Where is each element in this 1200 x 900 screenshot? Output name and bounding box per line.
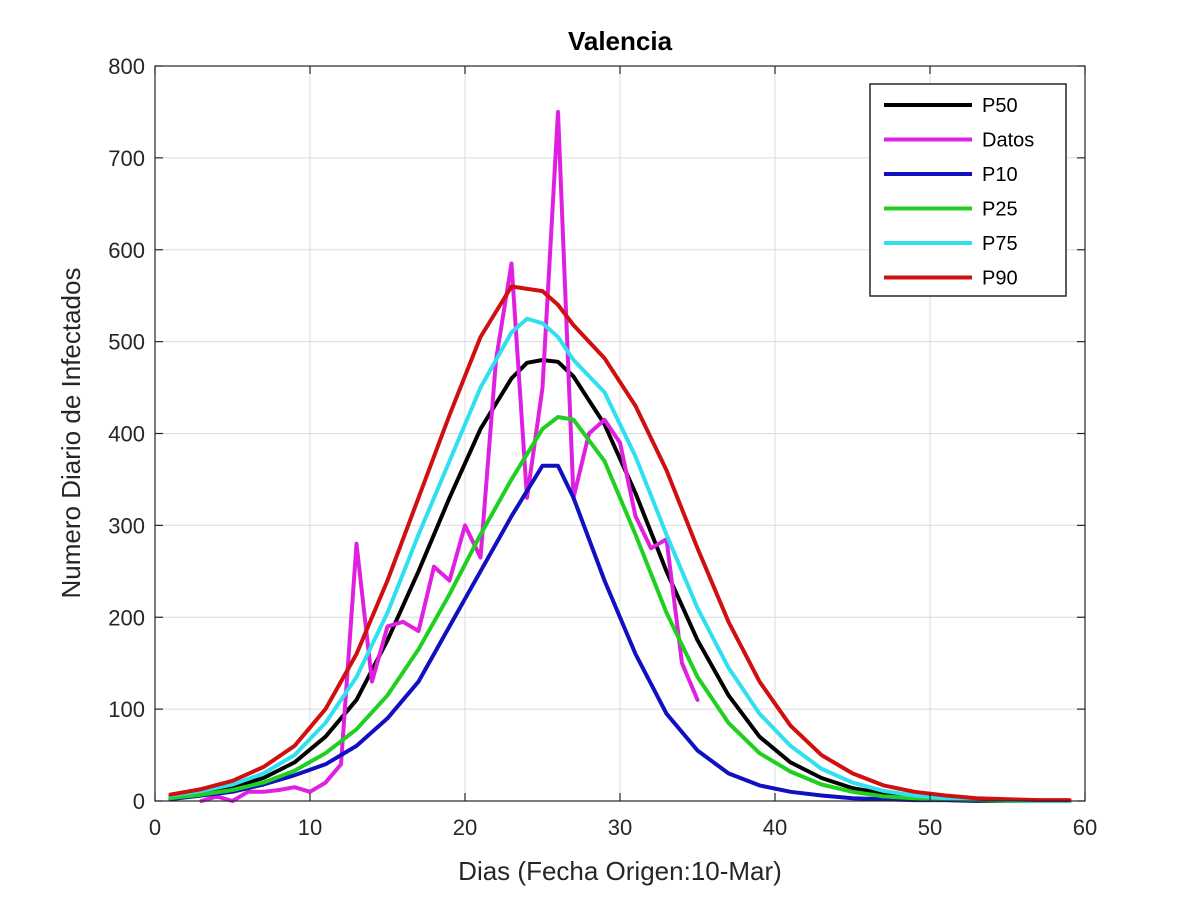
series-line-p75 bbox=[168, 316, 1072, 803]
x-tick-label: 10 bbox=[298, 815, 322, 840]
legend-box bbox=[869, 83, 1067, 297]
legend-label-p50: P50 bbox=[982, 95, 1018, 117]
y-tick-label: 200 bbox=[108, 605, 145, 630]
y-tick-label: 600 bbox=[108, 238, 145, 263]
series-layer bbox=[168, 109, 1072, 803]
y-tick-label: 100 bbox=[108, 697, 145, 722]
x-tick-label: 30 bbox=[608, 815, 632, 840]
chart-title: Valencia bbox=[568, 26, 673, 56]
y-axis-title: Numero Diario de Infectados bbox=[56, 268, 86, 599]
x-tick-label: 0 bbox=[149, 815, 161, 840]
series-line-datos bbox=[199, 109, 700, 803]
y-tick-label: 300 bbox=[108, 513, 145, 538]
legend-label-p25: P25 bbox=[982, 199, 1018, 221]
y-tick-label: 700 bbox=[108, 146, 145, 171]
x-tick-label: 40 bbox=[763, 815, 787, 840]
y-tick-label: 400 bbox=[108, 422, 145, 447]
legend-label-p75: P75 bbox=[982, 233, 1018, 255]
legend-label-datos: Datos bbox=[982, 130, 1034, 152]
series-line-p25 bbox=[168, 415, 1072, 803]
y-tick-label: 0 bbox=[133, 789, 145, 814]
y-tick-label: 800 bbox=[108, 54, 145, 79]
x-tick-label: 60 bbox=[1073, 815, 1097, 840]
x-axis-title: Dias (Fecha Origen:10-Mar) bbox=[458, 856, 782, 886]
legend: P50 Datos P10 P25 P75 P90 bbox=[869, 83, 1067, 297]
legend-label-p10: P10 bbox=[982, 164, 1018, 186]
y-tick-label: 500 bbox=[108, 330, 145, 355]
x-tick-label: 50 bbox=[918, 815, 942, 840]
x-tick-label: 20 bbox=[453, 815, 477, 840]
series-line-p90 bbox=[168, 284, 1072, 803]
legend-label-p90: P90 bbox=[982, 268, 1018, 290]
